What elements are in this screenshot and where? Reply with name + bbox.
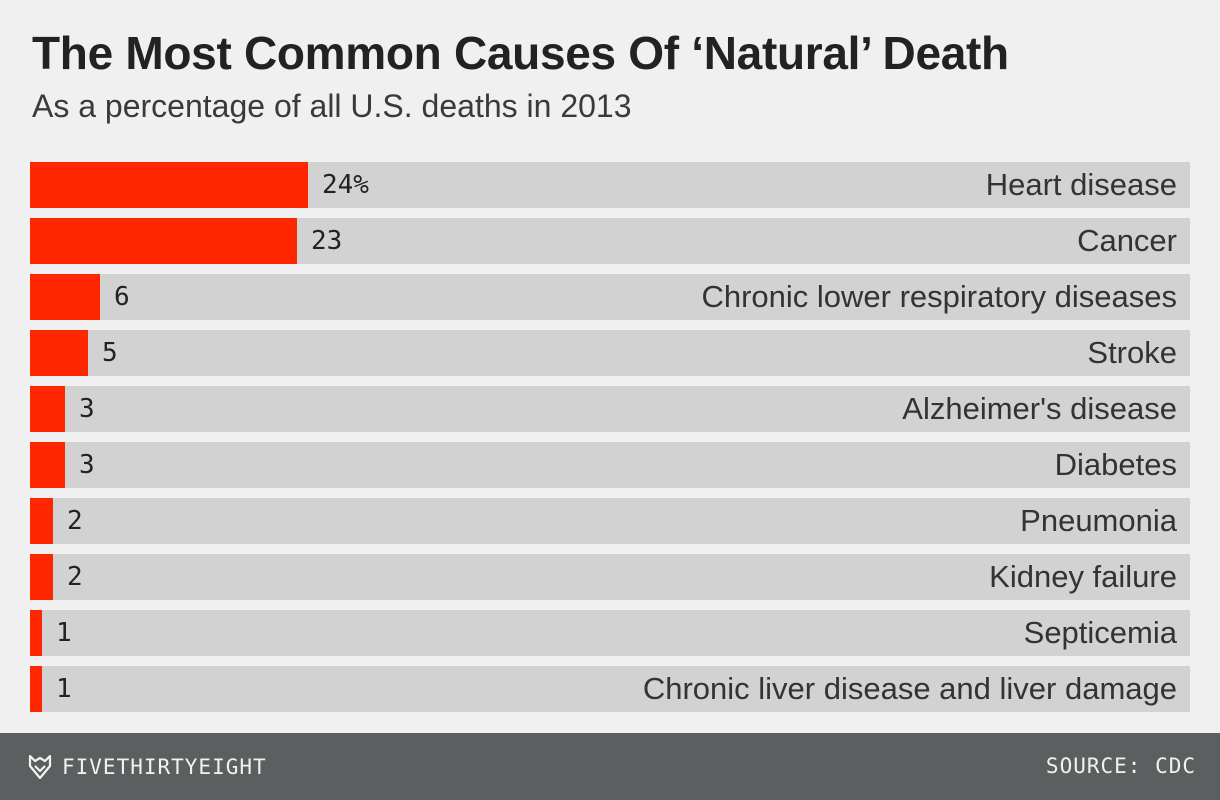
category-label: Pneumonia bbox=[1020, 503, 1177, 538]
bar bbox=[30, 442, 65, 488]
bar bbox=[30, 274, 100, 320]
category-label: Chronic liver disease and liver damage bbox=[642, 671, 1177, 706]
bar bbox=[30, 610, 42, 656]
chart-subtitle: As a percentage of all U.S. deaths in 20… bbox=[32, 88, 632, 124]
bar bbox=[30, 666, 42, 712]
value-label: 6 bbox=[114, 282, 130, 312]
value-label: 3 bbox=[79, 450, 95, 480]
footer-bar: FIVETHIRTYEIGHT SOURCE: CDC bbox=[0, 733, 1220, 800]
bar-row: 1 Septicemia bbox=[30, 610, 1190, 656]
value-label: 24% bbox=[322, 170, 369, 200]
category-label: Stroke bbox=[1087, 335, 1177, 370]
category-label: Diabetes bbox=[1054, 447, 1177, 482]
bar bbox=[30, 498, 53, 544]
bar-chart: 24% Heart disease 23 Cancer 6 Chronic lower r… bbox=[30, 162, 1190, 722]
brand-name: FIVETHIRTYEIGHT bbox=[62, 754, 267, 779]
bar-row: 6 Chronic lower respiratory diseases bbox=[30, 274, 1190, 320]
value-label: 1 bbox=[56, 618, 72, 648]
value-label: 23 bbox=[311, 226, 343, 256]
value-label: 2 bbox=[67, 506, 83, 536]
source-label: SOURCE: CDC bbox=[1045, 754, 1196, 778]
bar bbox=[30, 218, 297, 264]
bar bbox=[30, 554, 53, 600]
bar-row: 3 Diabetes bbox=[30, 442, 1190, 488]
value-label: 3 bbox=[79, 394, 95, 424]
value-label: 1 bbox=[56, 674, 72, 704]
value-label: 5 bbox=[102, 338, 118, 368]
bar-row: 2 Pneumonia bbox=[30, 498, 1190, 544]
bar-row: 2 Kidney failure bbox=[30, 554, 1190, 600]
bar-row: 24% Heart disease bbox=[30, 162, 1190, 208]
category-label: Septicemia bbox=[1023, 615, 1177, 650]
category-label: Chronic lower respiratory diseases bbox=[701, 279, 1177, 314]
bar-row: 3 Alzheimer's disease bbox=[30, 386, 1190, 432]
bar bbox=[30, 162, 308, 208]
value-label: 2 bbox=[67, 562, 83, 592]
brand: FIVETHIRTYEIGHT bbox=[28, 733, 267, 800]
bar-row: 23 Cancer bbox=[30, 218, 1190, 264]
fivethirtyeight-fox-icon bbox=[28, 754, 52, 779]
bar-row: 5 Stroke bbox=[30, 330, 1190, 376]
category-label: Cancer bbox=[1077, 223, 1177, 258]
bar bbox=[30, 386, 65, 432]
category-label: Alzheimer's disease bbox=[902, 391, 1177, 426]
bar bbox=[30, 330, 88, 376]
category-label: Heart disease bbox=[985, 167, 1177, 202]
bar-row: 1 Chronic liver disease and liver damage bbox=[30, 666, 1190, 712]
category-label: Kidney failure bbox=[989, 559, 1177, 594]
chart-title: The Most Common Causes Of ‘Natural’ Deat… bbox=[32, 27, 1009, 79]
